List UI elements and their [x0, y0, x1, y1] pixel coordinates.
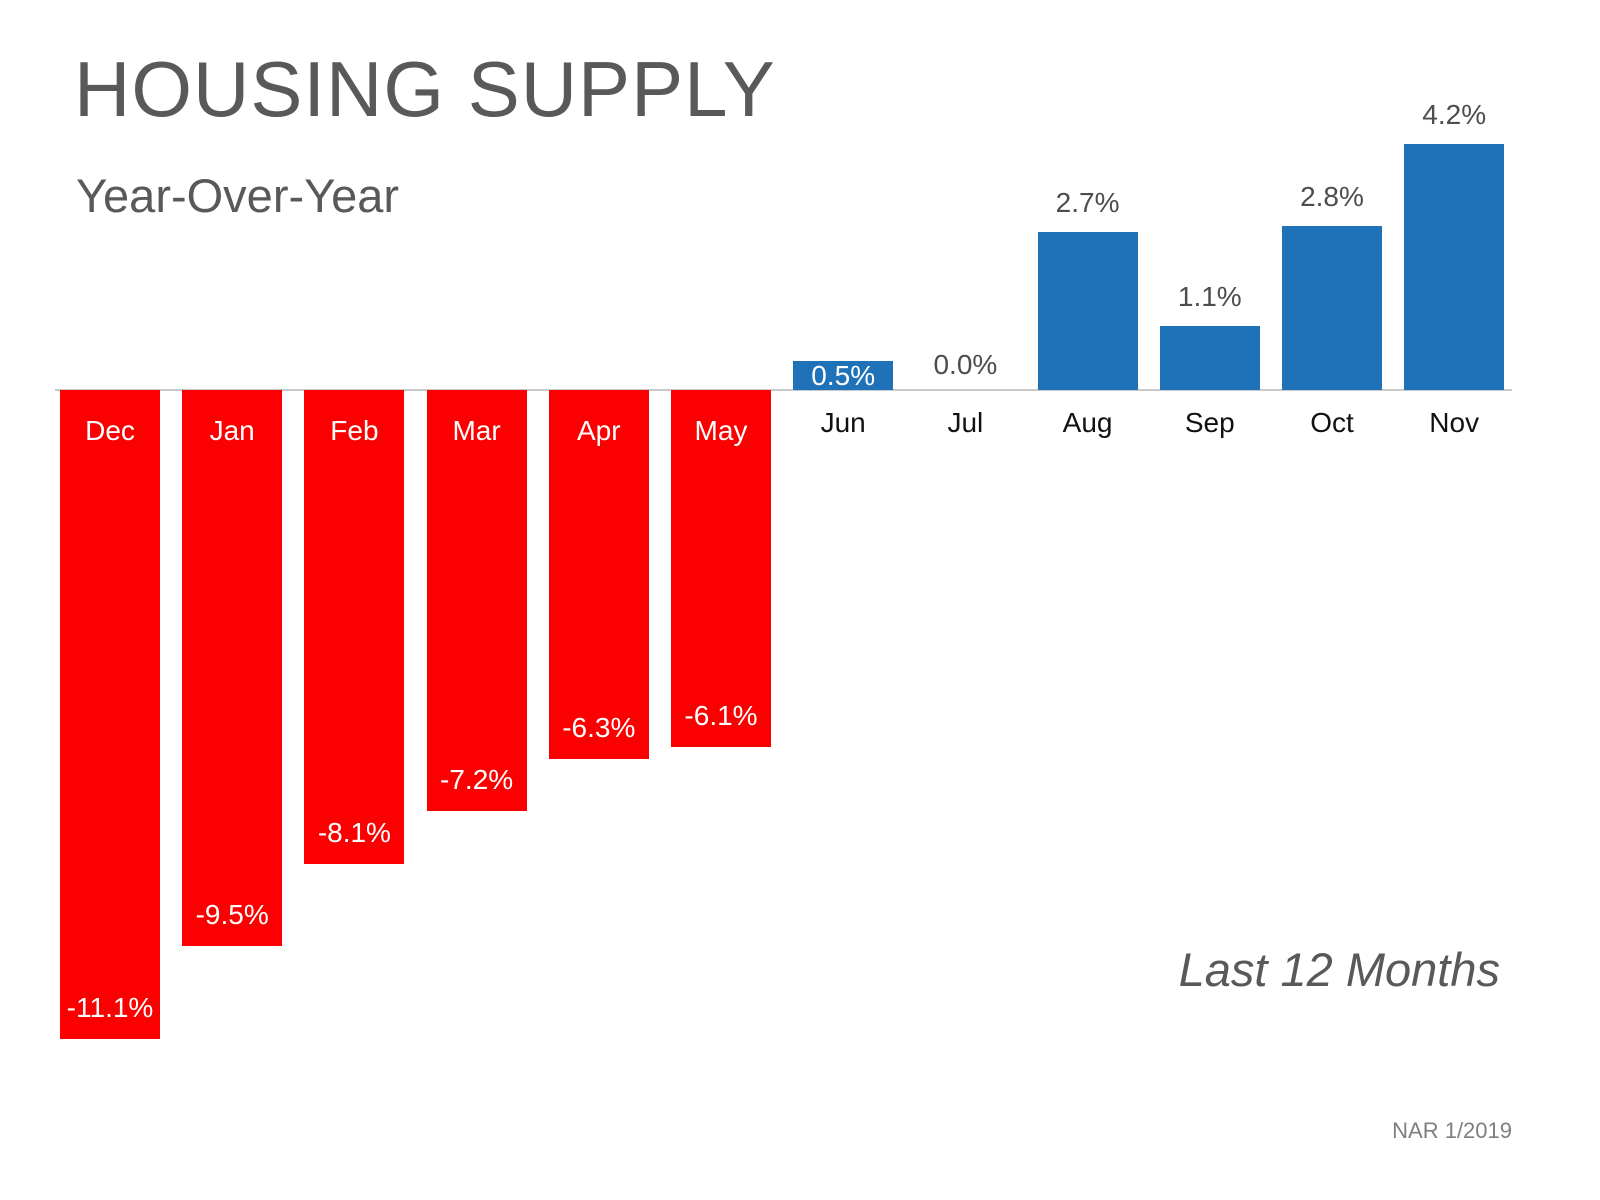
month-label-sep: Sep — [1184, 407, 1235, 438]
bar-may — [671, 390, 771, 747]
bar-feb — [304, 390, 405, 864]
value-label-feb: -8.1% — [317, 817, 391, 848]
value-label-sep: 1.1% — [1177, 281, 1242, 312]
value-label-jun: 0.5% — [811, 359, 876, 391]
bar-nov — [1404, 144, 1505, 390]
bar-oct — [1282, 226, 1382, 390]
bar-apr — [548, 390, 649, 759]
value-label-dec: -11.1% — [66, 992, 154, 1023]
month-label-aug: Aug — [1062, 407, 1113, 438]
month-label-dec: Dec — [85, 415, 135, 446]
month-label-jul: Jul — [947, 407, 984, 438]
page-subtitle: Year-Over-Year — [76, 169, 400, 222]
value-label-mar: -7.2% — [440, 764, 514, 795]
zero-axis-line — [55, 389, 1512, 391]
bar-jun — [793, 361, 894, 390]
bar-mar — [426, 390, 527, 811]
value-label-jan: -9.5% — [195, 899, 269, 930]
bar-jan — [182, 390, 283, 946]
month-label-may: May — [694, 415, 748, 446]
month-label-apr: Apr — [577, 415, 621, 446]
month-label-oct: Oct — [1310, 407, 1354, 438]
value-label-nov: 4.2% — [1422, 99, 1487, 130]
annotation-last-12-months: Last 12 Months — [1178, 943, 1500, 996]
month-label-jun: Jun — [820, 407, 866, 438]
value-label-aug: 2.7% — [1055, 187, 1120, 218]
month-label-feb: Feb — [330, 415, 379, 446]
value-label-may: -6.1% — [684, 700, 758, 731]
value-label-apr: -6.3% — [562, 712, 636, 743]
month-label-jan: Jan — [209, 415, 255, 446]
bar-dec — [60, 390, 160, 1039]
month-label-mar: Mar — [452, 415, 501, 446]
source-citation: NAR 1/2019 — [1392, 1118, 1512, 1143]
bar-aug — [1037, 232, 1138, 390]
month-label-nov: Nov — [1429, 407, 1480, 438]
bar-sep — [1159, 326, 1260, 390]
value-label-oct: 2.8% — [1300, 181, 1364, 212]
page-title: HOUSING SUPPLY — [74, 45, 776, 133]
value-label-jul: 0.0% — [933, 349, 998, 380]
